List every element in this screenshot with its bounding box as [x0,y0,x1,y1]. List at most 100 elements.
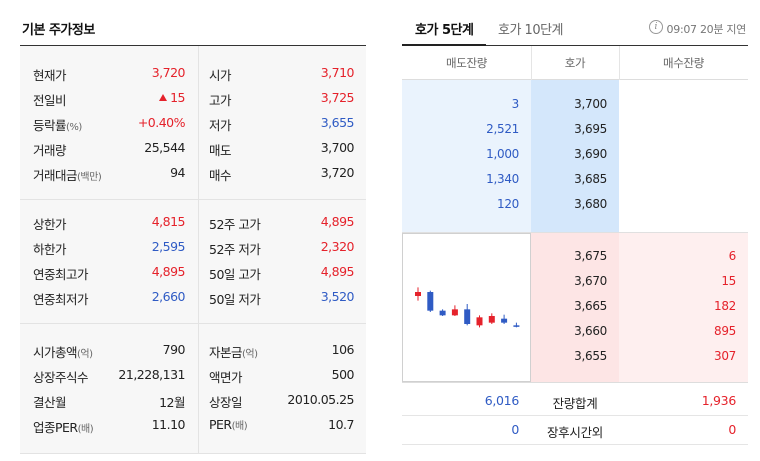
stat-value: 12월 [159,392,185,411]
stat-value: 3,720 [152,65,186,80]
stat-label: 52주 고가 [209,214,261,233]
stat-label-text: 현재가 [33,68,67,83]
ask-price: 3,695 [574,122,607,136]
stat-value: 3,710 [320,65,355,80]
ask-qty: 2,521 [486,122,519,136]
stat-value: 3,655 [320,115,355,130]
ask-row[interactable]: 120 3,680 [402,193,748,218]
stat-label-text: 시가 [209,68,232,83]
stat-value: 94 [170,165,185,180]
stat-unit: (배) [231,421,248,432]
ask-price: 3,680 [574,197,607,211]
orderbook-panel: 호가 5단계 호가 10단계 i 09:07 20분 지연 매도잔량 호가 매수… [402,0,748,461]
ask-row[interactable]: 2,521 3,695 [402,118,748,143]
stat-label-text: 고가 [209,93,232,108]
stat-value: 10.7 [328,417,354,432]
bid-row[interactable]: 3,665 182 [402,295,748,320]
stat-value: 4,895 [151,264,186,279]
stat-unit: (백만) [77,172,102,183]
bid-qty: 182 [713,299,736,313]
summary-ask: 6,016 [484,393,520,408]
ask-row[interactable]: 1,000 3,690 [402,143,748,168]
stat-unit: (%) [66,122,82,133]
summary-label: 장후시간외 [546,425,603,440]
stat-row: 상한가 4,815 52주 고가 4,895 [20,210,366,235]
bid-qty-area [619,233,748,382]
company-stats-block: 시가총액(억) 790 자본금(억) 106 상장주식수 21,228,131 액면가 500… [20,324,366,454]
stat-value-text: 4,895 [151,264,186,279]
stat-value-text: 15 [170,90,185,105]
bid-row[interactable]: 3,655 307 [402,345,748,370]
stat-label-text: 하한가 [33,242,67,257]
stat-label: 전일비 [33,90,67,109]
stat-label-text: 전일비 [33,93,67,108]
ask-row[interactable]: 1,340 3,685 [402,168,748,193]
stat-value: 15 [159,90,185,105]
stat-value: 2010.05.25 [287,392,354,407]
stat-value: 11.10 [151,417,186,432]
candle-body [464,309,471,324]
stat-label-text: 매도 [209,143,232,158]
stat-value-text: 21,228,131 [118,367,185,382]
stat-label-text: 매수 [209,168,232,183]
stat-row: 전일비 15 고가 3,725 [20,86,366,111]
stat-label-text: 등락률 [33,118,67,133]
stat-value-text: 25,544 [144,140,185,155]
stat-value: +0.40% [138,115,186,130]
ask-qty: 3 [511,97,520,111]
ask-row[interactable]: 3 3,700 [402,93,748,118]
bid-row[interactable]: 3,660 895 [402,320,748,345]
basic-stock-info-panel: 기본 주가정보 현재가 3,720 시가 3,710 전일비 15 고가 3,725 등락률(%… [20,0,366,461]
candle-body [451,309,458,316]
summary-ask: 0 [511,422,519,437]
stat-label-text: 거래대금 [33,168,78,183]
bid-row[interactable]: 3,670 15 [402,270,748,295]
stat-value: 25,544 [144,140,185,155]
orderbook-header: 매도잔량 호가 매수잔량 [402,46,748,80]
bid-price: 3,665 [574,299,607,313]
stat-label: 연중최고가 [33,264,89,283]
stat-row: 시가총액(억) 790 자본금(억) 106 [20,338,366,363]
stat-label: 결산월 [33,392,67,411]
stat-label-text: 50일 고가 [209,267,261,282]
stat-value-text: 11.10 [151,417,186,432]
stat-value: 4,895 [320,264,355,279]
stat-label: 상장주식수 [33,367,89,386]
stat-value: 500 [331,367,355,382]
summary-bid: 0 [728,422,736,437]
stat-label-text: 저가 [209,118,232,133]
stat-label: 현재가 [33,65,67,84]
bid-row[interactable]: 3,675 6 [402,245,748,270]
range-stats-block: 상한가 4,815 52주 고가 4,895 하한가 2,595 52주 저가 2,320 연중… [20,200,366,324]
tab-divider [402,45,748,46]
stat-value: 3,720 [320,165,355,180]
stat-row: 상장주식수 21,228,131 액면가 500 [20,363,366,388]
up-arrow-icon [159,94,168,101]
stat-value-text: 2,595 [151,239,186,254]
stat-row: 업종PER(배) 11.10 PER(배) 10.7 [20,413,366,438]
stat-label: 등락률(%) [33,115,82,134]
stat-label-text: PER [209,417,232,432]
stat-label: 업종PER(배) [33,417,94,436]
tab-10-level[interactable]: 호가 10단계 [498,23,564,38]
stat-label-text: 50일 저가 [209,292,261,307]
stat-label: 상장일 [209,392,243,411]
stat-value-text: 4,815 [151,214,186,229]
stat-row: 거래대금(백만) 94 매수 3,720 [20,161,366,186]
candle-body [476,317,483,326]
stat-label-text: 액면가 [209,370,243,385]
stat-row: 연중최저가 2,660 50일 저가 3,520 [20,285,366,310]
stat-value: 4,815 [151,214,186,229]
header-price: 호가 [564,56,586,70]
stat-label: 하한가 [33,239,67,258]
bid-qty: 6 [728,249,737,263]
stat-row: 결산월 12월 상장일 2010.05.25 [20,388,366,413]
info-icon[interactable]: i [649,20,663,34]
tab-5-level[interactable]: 호가 5단계 [415,23,474,38]
stat-label-text: 상장주식수 [33,370,89,385]
stat-label: PER(배) [209,417,248,432]
stat-unit: (억) [242,349,258,360]
stat-row: 등락률(%) +0.40% 저가 3,655 [20,111,366,136]
stat-label: 액면가 [209,367,243,386]
stat-label-text: 52주 고가 [209,217,261,232]
